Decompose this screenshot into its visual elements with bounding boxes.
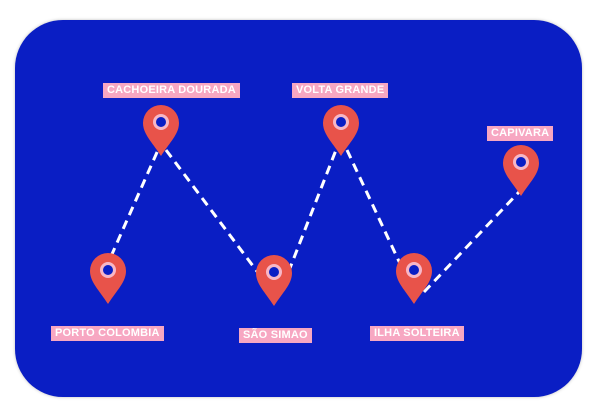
route-lines (103, 149, 521, 294)
route-segment-cachoeira-saosimao (164, 149, 270, 287)
map-pin-icon[interactable] (503, 145, 539, 196)
location-label-capivara: CAPIVARA (487, 126, 554, 141)
location-label-sao-simao: SÃO SIMAO (239, 328, 312, 343)
route-segment-ilha-capivara (422, 190, 521, 294)
map-pin-icon[interactable] (396, 253, 432, 304)
map-pin-icon[interactable] (90, 253, 126, 304)
location-label-ilha-solteira: ILHA SOLTEIRA (370, 326, 464, 341)
map-pin-icon[interactable] (143, 105, 179, 156)
route-segment-saosimao-volta (281, 149, 338, 287)
location-label-volta-grande: VOLTA GRANDE (292, 83, 389, 98)
map-pin-icon[interactable] (256, 255, 292, 306)
location-label-porto-colombia: PORTO COLOMBIA (51, 326, 164, 341)
route-segment-porto-cachoeira (103, 149, 160, 271)
map-pin-icon[interactable] (323, 105, 359, 156)
location-label-cachoeira-dourada: CACHOEIRA DOURADA (103, 83, 240, 98)
